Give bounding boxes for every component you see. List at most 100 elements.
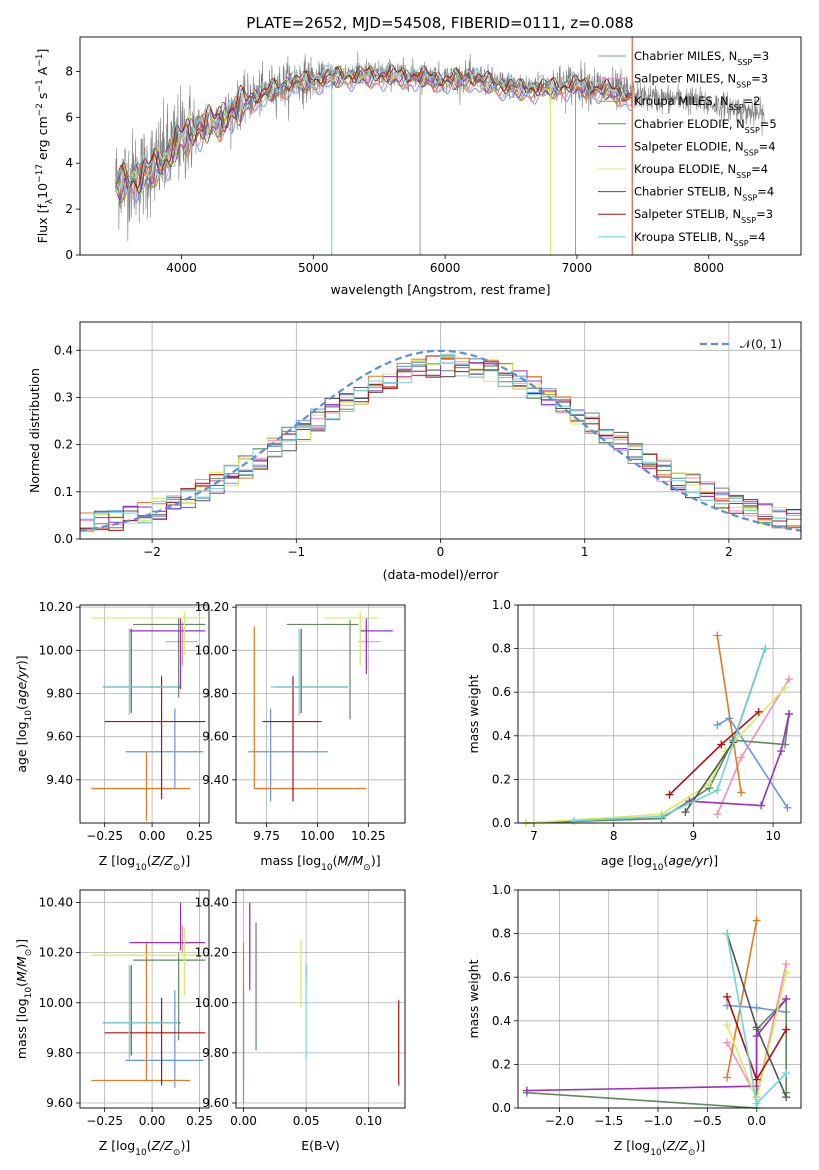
- mass-weight-marker: [665, 790, 674, 799]
- y-tick-label: 10.00: [195, 996, 229, 1010]
- model-spectrum-line: [115, 70, 633, 201]
- axes-frame: [517, 604, 802, 824]
- y-tick-label: 1.0: [492, 883, 511, 897]
- x-tick-label: 8: [610, 829, 618, 843]
- mass-vs-Z-points: [91, 902, 206, 1088]
- x-tick-label: 9.75: [253, 829, 280, 843]
- y-axis-label: mass weight: [466, 674, 481, 753]
- errorbar-point: [165, 622, 198, 666]
- y-tick-label: 9.80: [202, 1046, 229, 1060]
- y-tick-label: 1.0: [492, 598, 511, 612]
- x-tick-label: −2.0: [545, 1114, 574, 1128]
- errorbar-point: [104, 997, 206, 1086]
- x-tick-label: 0.10: [355, 1114, 382, 1128]
- errorbar-point: [270, 628, 348, 716]
- errorbar-point: [102, 965, 179, 1061]
- mass-weight-line: [726, 920, 758, 1078]
- x-tick-label: 0.0: [747, 1114, 766, 1128]
- errorbar-point: [133, 952, 206, 1041]
- x-tick-label: −1.0: [643, 1114, 672, 1128]
- legend-label: Salpeter MILES, NSSP=3: [634, 72, 768, 90]
- mass-weight-line: [689, 713, 790, 807]
- y-tick-label: 10.40: [39, 896, 73, 910]
- legend-label: Chabrier MILES, NSSP=3: [634, 49, 769, 67]
- x-tick-label: −1: [287, 545, 305, 559]
- y-tick-label: 9.60: [46, 730, 73, 744]
- axes-mass-weight-vs-age: 7 8 9 10 0.0 0.2 0.4 0.6 0.8 1.0 age [log10(age/yr…: [466, 598, 802, 873]
- x-tick-label: 0.25: [186, 1114, 213, 1128]
- mass-weight-line: [668, 711, 760, 796]
- mass-weight-marker: [782, 1025, 791, 1034]
- mass-weight-marker: [713, 786, 722, 795]
- mass-weight-line: [525, 713, 790, 824]
- x-tick-label: −1.5: [594, 1114, 623, 1128]
- y-tick-label: 0.2: [492, 772, 511, 786]
- y-tick-label: 0.2: [54, 438, 73, 452]
- x-axis-label: wavelength [Angstrom, rest frame]: [330, 282, 550, 297]
- x-tick-label: 10.25: [351, 829, 385, 843]
- x-tick-label: −0.25: [86, 829, 123, 843]
- axes-frame: [79, 36, 802, 256]
- x-tick-label: 0: [437, 545, 445, 559]
- x-tick-label: 4000: [166, 261, 197, 275]
- mass-weight-marker: [757, 801, 766, 810]
- normal-reference-curve: [80, 349, 801, 532]
- x-tick-label: 0.00: [230, 1114, 257, 1128]
- mass-weight-marker: [785, 710, 794, 718]
- errorbar-point: [262, 676, 322, 802]
- mass-weight-marker: [723, 1073, 732, 1082]
- x-tick-label: 8000: [693, 261, 724, 275]
- y-tick-label: 0.0: [492, 1101, 511, 1115]
- mass-weight-marker: [657, 812, 666, 821]
- spectrum-legend: Chabrier MILES, NSSP=3 Salpeter MILES, NS…: [598, 49, 777, 247]
- y-tick-label: 0.4: [54, 343, 73, 357]
- axes-age-vs-mass: 9.75 10.00 10.25 9.40 9.60 9.80 10.00 10.20 mass…: [195, 600, 406, 873]
- model-spectrum-line: [115, 65, 633, 195]
- x-tick-label: 7000: [562, 261, 593, 275]
- mass-weight-marker: [522, 1086, 531, 1095]
- errorbar-point: [91, 611, 206, 655]
- x-tick-label: 1: [581, 545, 589, 559]
- errorbar-point: [133, 617, 206, 698]
- age-vs-mass-points: [248, 611, 393, 802]
- mass-weight-marker: [785, 675, 794, 684]
- y-tick-label: 8: [65, 64, 73, 78]
- mass-weight-marker: [782, 995, 791, 1003]
- x-tick-label: 7: [530, 829, 538, 843]
- axes-frame: [235, 889, 406, 1109]
- axes-age-vs-Z: −0.25 0.00 0.25 9.40 9.60 9.80 10.00 10.20 Z [lo…: [14, 600, 213, 873]
- x-tick-label: 0.00: [139, 829, 166, 843]
- y-axis-label: Normed distribution: [27, 368, 42, 493]
- figure-title: PLATE=2652, MJD=54508, FIBERID=0111, z=0…: [246, 14, 633, 32]
- y-axis-label: mass [log10(M/M⊙)]: [14, 939, 34, 1059]
- mass-weight-marker: [752, 1075, 761, 1084]
- mass-weight-marker: [752, 916, 761, 925]
- model-spectrum-line: [115, 62, 633, 195]
- mass-weight-marker: [782, 1069, 791, 1078]
- y-tick-label: 9.40: [46, 773, 73, 787]
- mass-weight-marker: [761, 644, 770, 653]
- y-tick-label: 10.00: [39, 643, 73, 657]
- x-tick-label: 0.25: [186, 829, 213, 843]
- errorbar-point: [91, 751, 191, 821]
- errorbar-point: [274, 628, 348, 713]
- axes-frame: [79, 604, 210, 824]
- errorbar-point: [104, 676, 206, 800]
- y-tick-label: 9.40: [202, 773, 229, 787]
- y-tick-label: 2: [65, 202, 73, 216]
- errorbar-point: [253, 626, 367, 790]
- mass-weight-marker: [737, 788, 746, 797]
- y-tick-label: 9.60: [46, 1096, 73, 1110]
- errorbar-point: [102, 628, 179, 716]
- x-axis-label: E(B-V): [301, 1138, 340, 1153]
- mass-weight-line: [716, 635, 742, 793]
- model-spectrum-line: [115, 69, 633, 201]
- errorbar-point: [91, 927, 206, 996]
- mass-weight-marker: [782, 1093, 791, 1102]
- errorbar-point: [165, 925, 198, 953]
- mass-vs-EBV-points: [242, 902, 400, 1103]
- x-tick-label: −0.25: [86, 1114, 123, 1128]
- x-axis-label: (data-model)/error: [383, 567, 500, 582]
- mass-weight-marker: [754, 707, 763, 716]
